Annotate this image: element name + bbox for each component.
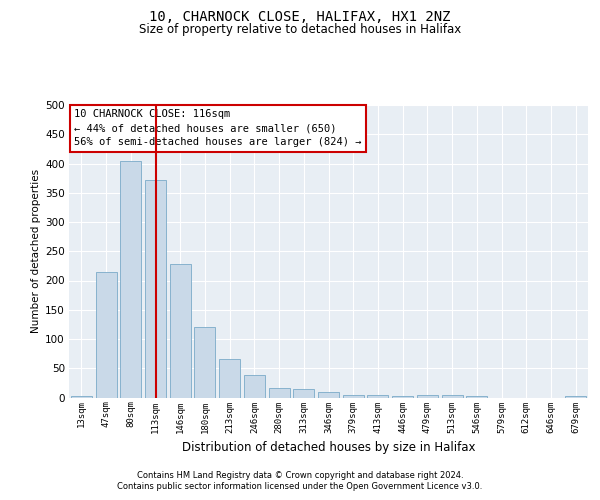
Text: 10, CHARNOCK CLOSE, HALIFAX, HX1 2NZ: 10, CHARNOCK CLOSE, HALIFAX, HX1 2NZ: [149, 10, 451, 24]
Bar: [466, 396, 487, 398]
Bar: [565, 396, 586, 398]
Bar: [145, 180, 166, 398]
X-axis label: Distribution of detached houses by size in Halifax: Distribution of detached houses by size …: [182, 441, 475, 454]
Bar: [343, 394, 364, 398]
Bar: [442, 395, 463, 398]
Text: Size of property relative to detached houses in Halifax: Size of property relative to detached ho…: [139, 22, 461, 36]
Bar: [194, 328, 215, 398]
Text: Contains public sector information licensed under the Open Government Licence v3: Contains public sector information licen…: [118, 482, 482, 491]
Bar: [392, 396, 413, 398]
Bar: [120, 161, 141, 398]
Bar: [367, 394, 388, 398]
Bar: [95, 272, 116, 398]
Text: Contains HM Land Registry data © Crown copyright and database right 2024.: Contains HM Land Registry data © Crown c…: [137, 471, 463, 480]
Bar: [244, 374, 265, 398]
Bar: [269, 388, 290, 398]
Bar: [417, 395, 438, 398]
Text: 10 CHARNOCK CLOSE: 116sqm
← 44% of detached houses are smaller (650)
56% of semi: 10 CHARNOCK CLOSE: 116sqm ← 44% of detac…: [74, 110, 362, 148]
Bar: [219, 360, 240, 398]
Y-axis label: Number of detached properties: Number of detached properties: [31, 169, 41, 334]
Bar: [293, 390, 314, 398]
Bar: [170, 264, 191, 398]
Bar: [318, 392, 339, 398]
Bar: [71, 396, 92, 398]
